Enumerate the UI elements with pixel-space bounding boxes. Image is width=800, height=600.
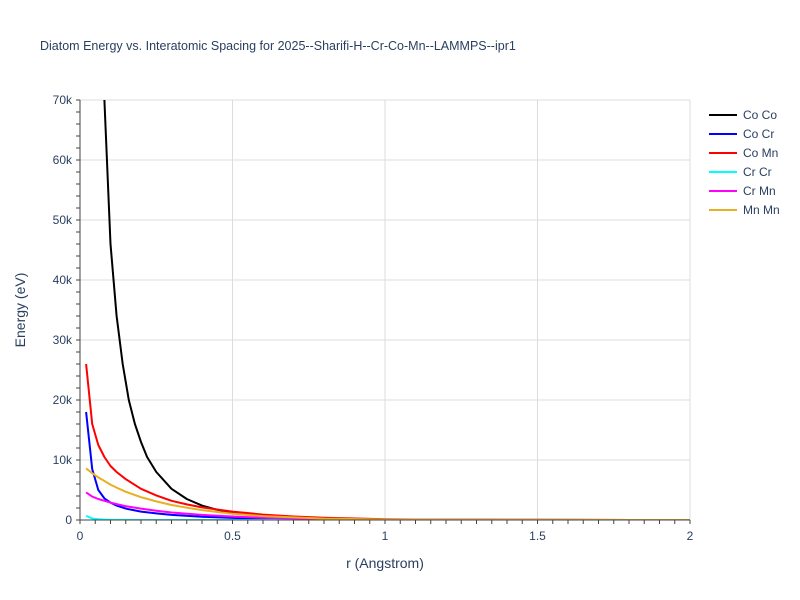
series-line-mn-mn [85,467,690,520]
x-tick-label: 0 [77,529,84,543]
x-tick-label: 1 [382,529,389,543]
legend-label-co-cr: Co Cr [743,127,774,141]
x-tick-label: 2 [687,529,694,543]
axes: 0 0.5 1 1.5 2 0 10k 20k 30k 40k 50k 60k 70k [53,93,694,543]
legend-label-cr-mn: Cr Mn [743,184,776,198]
y-tick-label: 60k [53,153,73,167]
y-tick-label: 70k [53,93,73,107]
y-axis-title: Energy (eV) [12,273,28,348]
legend-label-co-mn: Co Mn [743,146,778,160]
y-tick-label: 30k [53,333,73,347]
y-tick-label: 20k [53,393,73,407]
y-tick-label: 10k [53,453,73,467]
x-tick-label: 1.5 [529,529,546,543]
legend-label-mn-mn: Mn Mn [743,203,780,217]
legend-label-co-co: Co Co [743,108,777,122]
y-tick-label: 50k [53,213,73,227]
y-tick-label: 0 [65,513,72,527]
chart-title: Diatom Energy vs. Interatomic Spacing fo… [40,39,516,53]
legend: Co Co Co Cr Co Mn Cr Cr Cr Mn Mn Mn [709,108,780,217]
x-tick-label: 0.5 [224,529,241,543]
x-axis-title: r (Angstrom) [346,555,424,571]
grid-lines [80,99,691,520]
y-tick-label: 40k [53,273,73,287]
legend-label-cr-cr: Cr Cr [743,165,772,179]
